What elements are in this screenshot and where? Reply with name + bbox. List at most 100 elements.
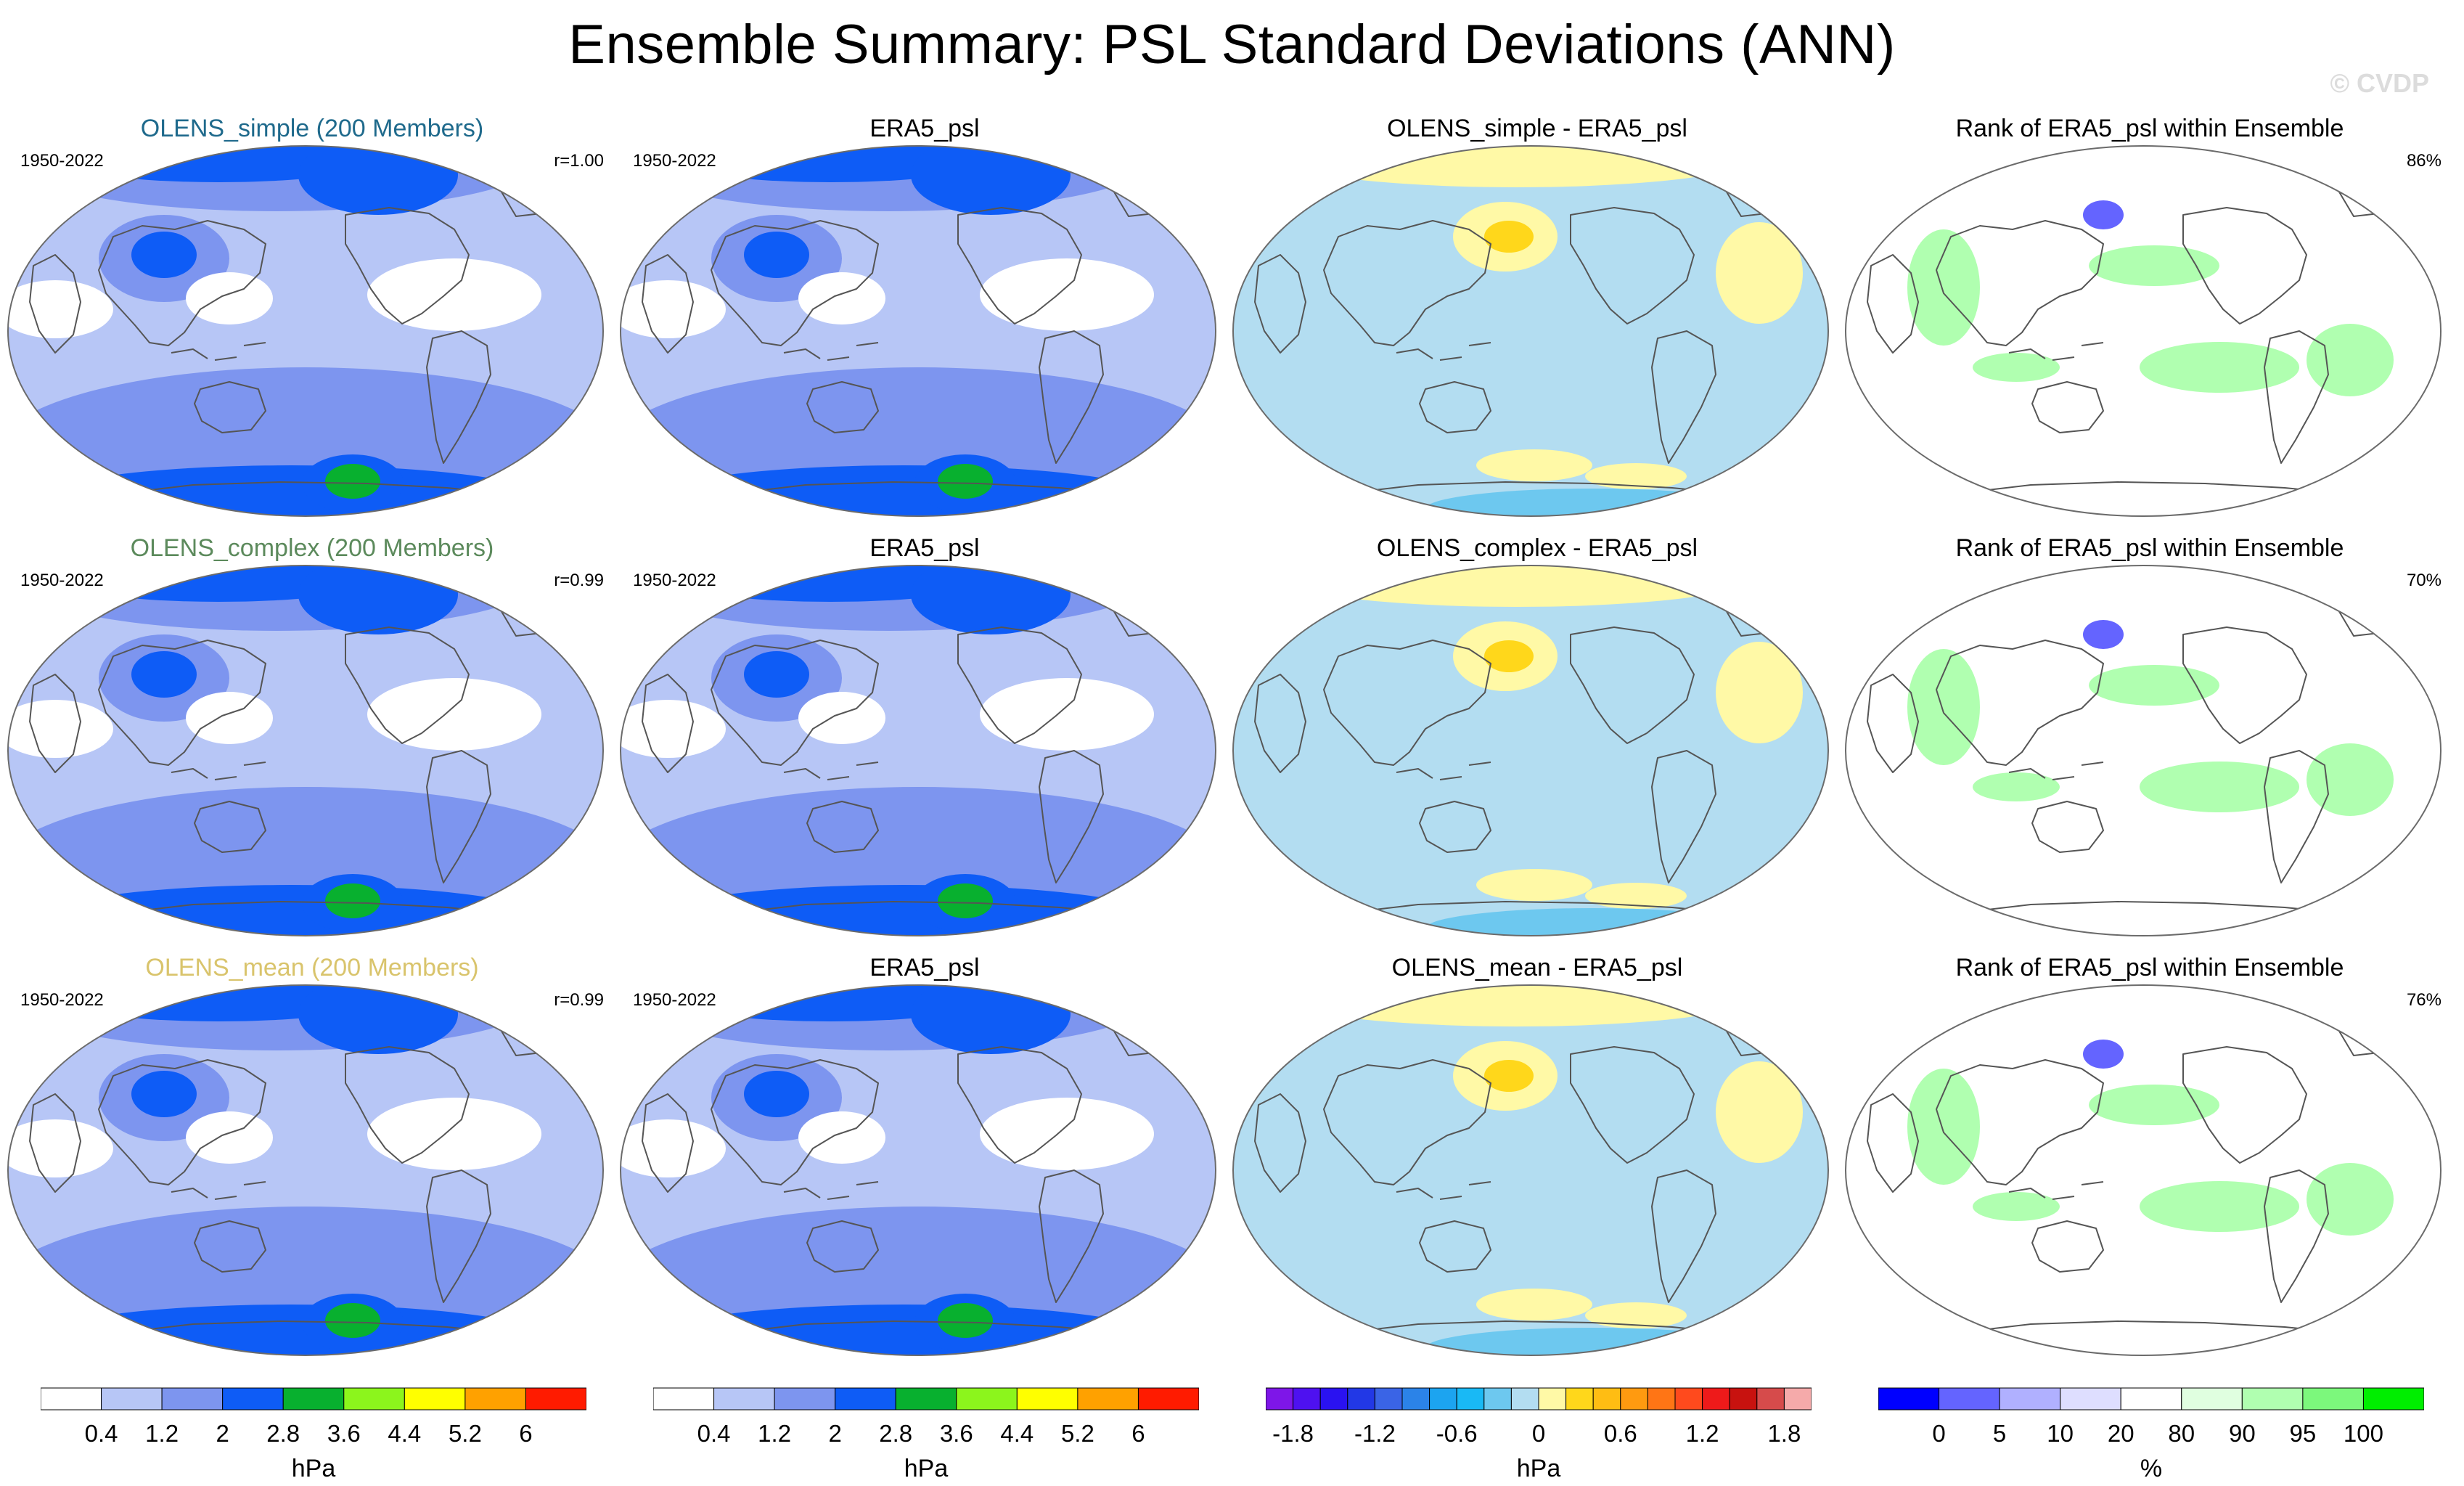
colorbar-unit: hPa — [904, 1455, 949, 1482]
panel-title: OLENS_simple - ERA5_psl — [1387, 115, 1687, 142]
colorbar-tick-label: 1.8 — [1767, 1420, 1801, 1447]
coastline-7 — [171, 342, 266, 361]
map-rank — [1845, 984, 2442, 1356]
coastline-3 — [2264, 750, 2329, 883]
panel-title: OLENS_mean (200 Members) — [145, 954, 479, 981]
sd-atlantic-max — [298, 146, 458, 215]
rank-indian-high — [1907, 1069, 1980, 1185]
colorbar-swatch — [1538, 1387, 1567, 1411]
coastline-1 — [1419, 1220, 1491, 1273]
coastline-4 — [1338, 1320, 1738, 1334]
colorbar-tick-label: 0.4 — [697, 1420, 731, 1447]
colorbar-swatch — [1756, 1387, 1785, 1411]
map-fields — [621, 566, 1216, 936]
colorbar-swatch — [2302, 1387, 2364, 1411]
colorbar-tick-label: 3.6 — [940, 1420, 973, 1447]
coastline-7 — [1396, 762, 1491, 780]
sd-atlantic-max — [911, 985, 1071, 1054]
colorbar-swatch — [2060, 1387, 2121, 1411]
map-border — [1845, 984, 2442, 1356]
colorbar-unit: hPa — [1516, 1455, 1561, 1482]
panel-statistic: r=1.00 — [554, 151, 604, 171]
rank-indian-high — [1907, 229, 1980, 346]
panel-statistic: 70% — [2406, 571, 2442, 590]
diff-north-pacific-core — [1484, 221, 1534, 253]
colorbar-tick-label: 1.2 — [1686, 1420, 1719, 1447]
coastline-2 — [957, 207, 1082, 324]
colorbar-swatch — [2362, 1387, 2424, 1411]
coastline-7 — [1396, 342, 1491, 361]
rank-pacific-high — [2089, 665, 2219, 706]
colorbar-swatch — [1729, 1387, 1758, 1411]
coastline-1 — [2031, 381, 2104, 433]
colorbar-swatch — [1429, 1387, 1457, 1411]
colorbar-swatch — [1137, 1387, 1199, 1411]
map-border — [1232, 565, 1829, 936]
coastline-0 — [1936, 1059, 2104, 1185]
coastline-4 — [112, 901, 513, 915]
colorbar-swatch — [343, 1387, 405, 1411]
colorbar-swatch — [41, 1387, 102, 1411]
map-diff — [1232, 145, 1829, 517]
sd-southern-max — [30, 885, 552, 936]
coastline-2 — [1570, 1046, 1695, 1164]
colorbar-swatch — [1999, 1387, 2061, 1411]
colorbar-tick-label: 95 — [2290, 1420, 2317, 1447]
coastline-6 — [29, 254, 81, 354]
coastline-0 — [98, 220, 266, 346]
colorbar-tick-label: 6 — [519, 1420, 532, 1447]
colorbar-tick-label: -0.6 — [1436, 1420, 1478, 1447]
coastline-1 — [2031, 1220, 2104, 1273]
colorbar: 0 5 10 20 80 90 95 100% — [1878, 1385, 2424, 1482]
cvdp-watermark: © CVDP — [2330, 68, 2429, 98]
panel-title: Rank of ERA5_psl within Ensemble — [1955, 115, 2344, 142]
coastline-2 — [345, 626, 470, 744]
coastline-2 — [2182, 1046, 2307, 1164]
coastline-1 — [2031, 801, 2104, 853]
colorbar-swatch — [1878, 1387, 1940, 1411]
colorbar-tick-label: 4.4 — [1000, 1420, 1034, 1447]
coastline-3 — [2264, 330, 2329, 464]
colorbar-swatch — [1266, 1387, 1294, 1411]
colorbar: 0.4 1.2 2 2.8 3.6 4.4 5.2 6 hPa — [41, 1385, 586, 1482]
sd-tropical-min-africa — [8, 280, 113, 338]
colorbar-tick-label: 3.6 — [327, 1420, 361, 1447]
diff-southern-positive-east — [1585, 1302, 1687, 1328]
coastline-1 — [1419, 381, 1491, 433]
coastline-4 — [1950, 1320, 2351, 1334]
colorbar-swatch — [895, 1387, 957, 1411]
diff-atlantic-positive — [1716, 642, 1803, 743]
coastline-0 — [98, 1059, 266, 1185]
coastline-2 — [2182, 626, 2307, 744]
colorbar-tick-label: 2 — [828, 1420, 841, 1447]
rank-atlantic-high — [2307, 324, 2394, 396]
coastline-7 — [2008, 1181, 2104, 1200]
coastline-3 — [426, 750, 491, 883]
sd-atlantic-max — [911, 146, 1071, 215]
colorbar-tick-label: -1.8 — [1272, 1420, 1314, 1447]
coastline-4 — [1950, 901, 2351, 915]
colorbar-swatches: 0 5 10 20 80 90 95 100 — [1878, 1387, 2424, 1447]
coastline-0 — [1323, 640, 1491, 766]
colorbar-tick-label: 2.8 — [266, 1420, 300, 1447]
panel-statistic: 86% — [2406, 151, 2442, 171]
colorbar-swatch — [835, 1387, 896, 1411]
colorbar-tick-label: 0.6 — [1604, 1420, 1637, 1447]
coastline-4 — [1950, 481, 2351, 495]
diff-arctic-positive — [1277, 146, 1756, 187]
colorbar-tick-label: 10 — [2047, 1420, 2074, 1447]
diff-atlantic-positive — [1716, 1061, 1803, 1163]
colorbar-tick-label: 1.2 — [758, 1420, 791, 1447]
sd-southern-peak — [325, 464, 380, 499]
sd-tropical-min-africa — [8, 700, 113, 758]
sd-tropical-min-east — [980, 258, 1154, 331]
colorbar-swatch — [2181, 1387, 2243, 1411]
colorbar-swatch — [1293, 1387, 1321, 1411]
coastline-6 — [1867, 254, 1919, 354]
map-border — [620, 145, 1216, 517]
colorbar-swatch — [713, 1387, 775, 1411]
sd-tropical-min-east — [980, 678, 1154, 751]
map-sd_obs — [620, 565, 1216, 936]
coastline-4 — [725, 901, 1126, 915]
map-border — [1232, 984, 1829, 1356]
